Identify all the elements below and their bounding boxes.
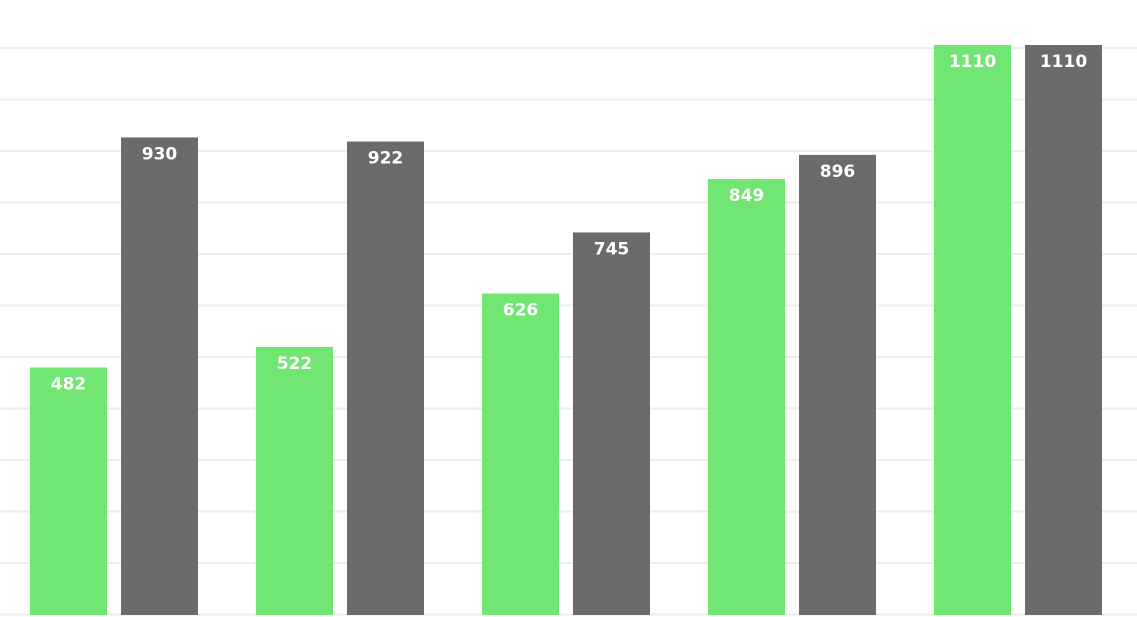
bar-series-1-group-4 (708, 179, 785, 615)
bar-series-1-group-2 (256, 346, 333, 615)
data-labels: 482 522 626 849 1110 930 922 745 896 1110 (51, 52, 1088, 394)
data-label: 930 (142, 144, 178, 164)
bar-series-2-group-1 (121, 137, 198, 615)
data-label: 745 (594, 239, 630, 259)
data-label: 1110 (949, 52, 996, 72)
bar-series-2-group-5 (1025, 45, 1102, 615)
bars (30, 45, 1102, 616)
data-label: 1110 (1040, 52, 1087, 72)
bar-series-2-group-4 (799, 154, 876, 615)
data-label: 522 (277, 354, 313, 374)
bar-series-1-group-1 (30, 367, 107, 615)
data-label: 849 (729, 186, 765, 206)
data-label: 626 (503, 301, 539, 321)
bar-series-1-group-5 (934, 45, 1011, 615)
data-label: 482 (51, 374, 87, 394)
bar-series-2-group-2 (347, 141, 424, 616)
bar-series-2-group-3 (573, 232, 650, 615)
bar-series-1-group-3 (482, 293, 559, 615)
data-label: 896 (820, 162, 856, 182)
data-label: 922 (368, 149, 404, 169)
